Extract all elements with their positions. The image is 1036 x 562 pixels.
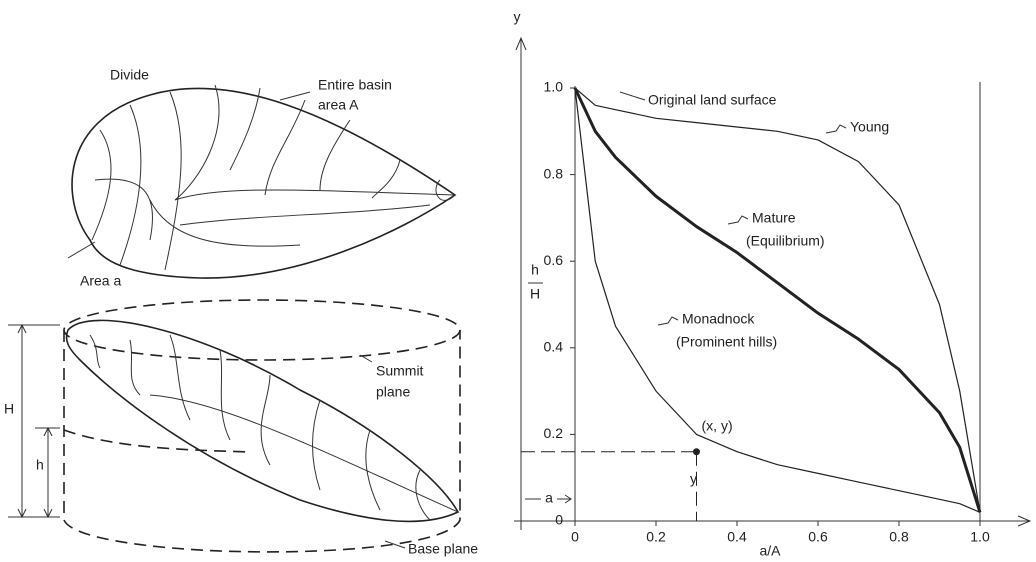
series-label: Young <box>850 119 889 135</box>
y-tick-label: 0.6 <box>544 252 564 268</box>
curve <box>575 88 980 512</box>
dimension-lines <box>8 325 60 517</box>
basin-figure: Divide Entire basin area A Area a H h Su… <box>4 67 478 557</box>
basin-pointer <box>280 92 310 100</box>
h-plane <box>64 430 250 452</box>
divide-pointer <box>68 242 95 258</box>
curve <box>575 88 980 512</box>
series-label: Mature <box>752 210 796 226</box>
label-squiggle <box>728 216 748 224</box>
series-label: Monadnock <box>682 311 755 327</box>
axes <box>514 38 1030 530</box>
summit-label: plane <box>376 384 410 400</box>
x-tick-label: 0.6 <box>808 529 828 545</box>
y-fraction: h <box>531 262 539 278</box>
basin-label: Entire basin <box>318 77 392 93</box>
h-label: h <box>36 457 44 473</box>
x-axis-label: a/A <box>759 543 781 559</box>
x-tick-label: 0.4 <box>727 529 747 545</box>
y-label: y <box>690 470 697 486</box>
x-tick-label: 0 <box>571 529 579 545</box>
summit-plane <box>64 300 460 360</box>
basin-outline <box>72 88 455 278</box>
chart: y h H a/A Original land surface 0 0.2 0.4 0… <box>514 9 1031 559</box>
basin-label: area A <box>318 97 359 113</box>
a-label: a <box>545 490 553 506</box>
y-tick-label: 0 <box>555 512 563 528</box>
y-tick-label: 0.2 <box>544 425 564 441</box>
contours <box>92 85 455 270</box>
y-tick-label: 0.4 <box>544 339 564 355</box>
y-axis-label: y <box>514 9 521 25</box>
divide-label: Divide <box>110 67 149 83</box>
label-squiggle <box>826 125 846 133</box>
figure: Divide Entire basin area A Area a H h Su… <box>0 0 1036 562</box>
area-label: Area a <box>80 273 121 289</box>
curve <box>575 88 980 512</box>
x-tick-label: 0.2 <box>646 529 666 545</box>
base-label: Base plane <box>408 541 478 557</box>
point <box>693 448 700 455</box>
summit-label: Summit <box>376 363 424 379</box>
annotation: Original land surface <box>648 92 777 108</box>
y-tick-label: 0.8 <box>544 165 564 181</box>
point-label: (x, y) <box>702 417 733 433</box>
series-note: (Prominent hills) <box>676 334 777 350</box>
y-tick-label: 1.0 <box>544 79 564 95</box>
series-note: (Equilibrium) <box>746 233 825 249</box>
dashed-guide <box>521 452 697 521</box>
y-fraction: H <box>530 286 540 302</box>
label-squiggle <box>658 317 678 325</box>
H-label: H <box>4 401 14 417</box>
x-tick-label: 1.0 <box>970 529 990 545</box>
annotation-pointer <box>620 92 645 100</box>
x-tick-label: 0.8 <box>889 529 909 545</box>
